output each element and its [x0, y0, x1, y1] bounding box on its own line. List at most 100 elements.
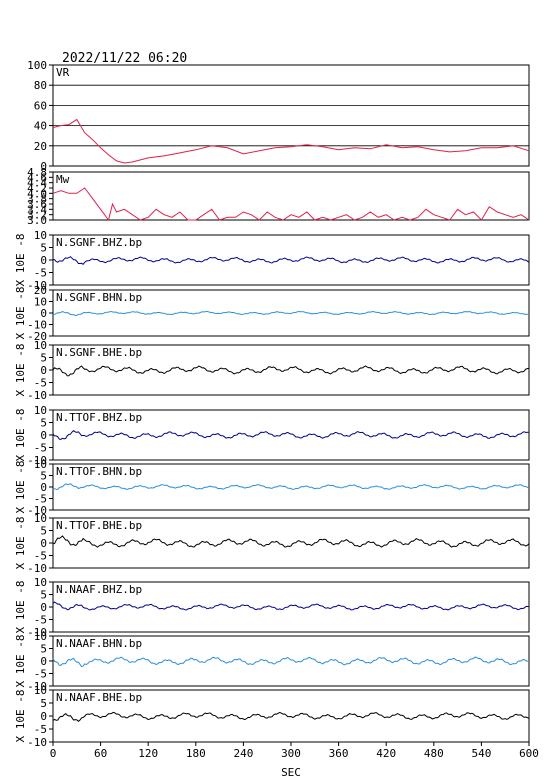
x-tick-label: 60	[94, 747, 107, 760]
y-tick-label: 4.0	[27, 187, 47, 200]
series-line-naaf-bhz	[52, 601, 530, 611]
y-tick-label: 0	[40, 655, 47, 668]
y-unit-label: X 10E -8	[14, 409, 27, 462]
y-unit-label: X 10E -8	[14, 581, 27, 634]
y-tick-label: -10	[27, 279, 47, 292]
panel-label: N.TTOF.BHN.bp	[56, 465, 142, 478]
y-tick-label: 10	[34, 404, 47, 417]
y-tick-label: 5	[40, 352, 47, 365]
y-tick-label: 80	[34, 79, 47, 92]
panel-label: N.NAAF.BHE.bp	[56, 691, 142, 704]
y-tick-label: 3.2	[27, 209, 47, 222]
y-tick-label: 5	[40, 643, 47, 656]
y-tick-label: 10	[34, 512, 47, 525]
panel-label: N.SGNF.BHN.bp	[56, 291, 142, 304]
y-tick-label: 4.2	[27, 182, 47, 195]
y-tick-label: -5	[34, 668, 47, 681]
y-tick-label: 0	[40, 710, 47, 723]
y-unit-label: X 10E -8	[14, 517, 27, 570]
y-tick-label: 10	[34, 339, 47, 352]
y-tick-label: 4.4	[27, 177, 47, 190]
y-unit-label: X 10E -8	[14, 635, 27, 688]
series-line-ttof-bhn	[52, 483, 530, 490]
y-tick-label: 0	[40, 481, 47, 494]
y-tick-label: -10	[27, 504, 47, 517]
y-tick-label: -10	[27, 389, 47, 402]
series-line-mw	[52, 187, 530, 222]
y-tick-label: 3.8	[27, 193, 47, 206]
y-tick-label: 0	[40, 254, 47, 267]
y-tick-label: -20	[27, 330, 47, 343]
plot-datetime: 2022/11/22 06:20	[62, 51, 187, 66]
y-tick-label: -10	[27, 319, 47, 332]
y-tick-label: -5	[34, 442, 47, 455]
y-tick-label: 10	[34, 296, 47, 309]
y-unit-label: X 10E -8	[14, 461, 27, 514]
series-line-ttof-bhe	[52, 535, 530, 548]
y-tick-label: -10	[27, 680, 47, 693]
y-tick-label: 5	[40, 417, 47, 430]
x-axis: 0 60 120 180 240 300 360 420 480 540 600	[50, 742, 539, 760]
y-unit-label: X 10E -8	[14, 287, 27, 340]
y-tick-label: 10	[34, 630, 47, 643]
y-tick-label: -5	[34, 493, 47, 506]
y-tick-label: 10	[34, 229, 47, 242]
y-tick-label: -10	[27, 736, 47, 749]
x-axis-label: SEC	[281, 766, 301, 779]
y-tick-label: -5	[34, 614, 47, 627]
series-line-sgnf-bhn	[52, 310, 530, 317]
y-tick-label: 3.4	[27, 203, 47, 216]
y-tick-label: -5	[34, 550, 47, 563]
panel-mw: 4.84.64.44.24.03.83.63.43.23.0 Mw	[27, 166, 530, 227]
y-tick-label: 5	[40, 470, 47, 483]
panel-vr: 100 80 60 40 20 0 VR	[27, 59, 530, 173]
y-tick-label: 0	[40, 307, 47, 320]
panel-label: Mw	[56, 173, 70, 186]
y-tick-label: 0	[40, 601, 47, 614]
y-tick-label: 3.6	[27, 198, 47, 211]
y-tick-label: 5	[40, 589, 47, 602]
series-line-naaf-bhn	[52, 656, 529, 668]
x-tick-label: 300	[281, 747, 301, 760]
y-tick-label: 20	[34, 284, 47, 297]
panels: 100806040200VR4.84.64.44.24.03.83.63.43.…	[14, 59, 530, 749]
panel-label: N.NAAF.BHN.bp	[56, 637, 142, 650]
y-tick-label: -5	[34, 377, 47, 390]
x-tick-label: 120	[138, 747, 158, 760]
y-tick-label: 100	[27, 59, 47, 72]
panel-label: N.TTOF.BHE.bp	[56, 519, 142, 532]
series-line-sgnf-bhz	[52, 256, 530, 265]
y-tick-label: -10	[27, 626, 47, 639]
series-line-naaf-bhe	[52, 711, 530, 722]
y-tick-label: 10	[34, 458, 47, 471]
x-tick-label: 420	[376, 747, 396, 760]
panel-label: N.SGNF.BHZ.bp	[56, 236, 142, 249]
y-tick-label: 0	[40, 429, 47, 442]
y-unit-label: X 10E -8	[14, 344, 27, 397]
y-tick-label: 40	[34, 120, 47, 133]
x-tick-label: 240	[233, 747, 253, 760]
y-unit-label: X 10E -8	[14, 690, 27, 743]
x-tick-label: 180	[186, 747, 206, 760]
panel-label: N.NAAF.BHZ.bp	[56, 583, 142, 596]
y-tick-label: 5	[40, 242, 47, 255]
y-tick-label: 5	[40, 525, 47, 538]
x-tick-label: 0	[50, 747, 57, 760]
y-tick-label: 4.6	[27, 171, 47, 184]
panel-frame	[52, 171, 530, 221]
series-line-sgnf-bhe	[52, 365, 530, 377]
y-tick-label: 4.8	[27, 166, 47, 179]
y-tick-label: -10	[27, 454, 47, 467]
x-tick-label: 540	[471, 747, 491, 760]
series-line-vr	[52, 118, 530, 164]
panel-label: N.SGNF.BHE.bp	[56, 346, 142, 359]
y-tick-label: 3.0	[27, 214, 47, 227]
